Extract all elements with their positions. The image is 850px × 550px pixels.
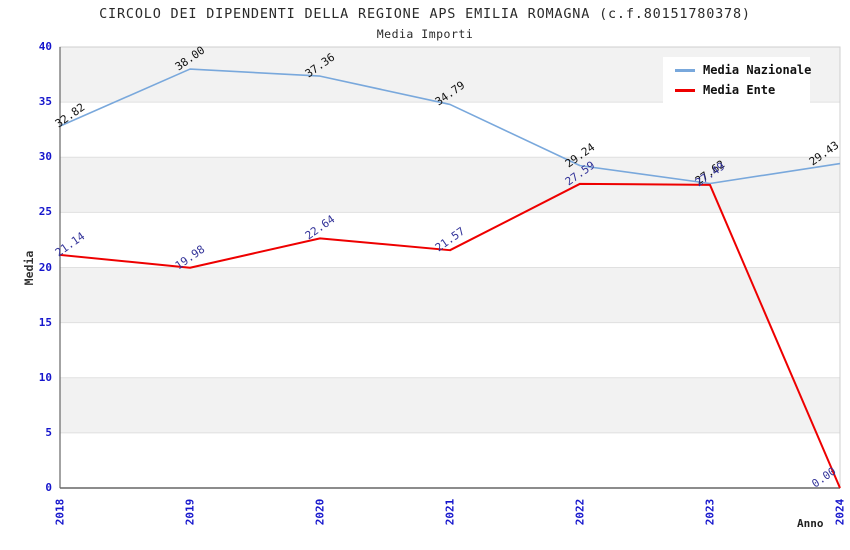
x-tick-label: 2023: [703, 498, 717, 526]
y-tick-label: 10: [38, 370, 52, 384]
chart-title: CIRCOLO DEI DIPENDENTI DELLA REGIONE APS…: [99, 6, 751, 22]
y-tick-label: 20: [38, 260, 52, 274]
y-tick-label: 25: [38, 205, 52, 219]
x-tick-label: 2019: [183, 498, 197, 526]
plot-band: [60, 432, 840, 488]
y-tick-label: 0: [45, 481, 52, 494]
legend-label: Media Ente: [703, 83, 776, 97]
plot-band: [60, 212, 840, 268]
series-line-media-nazionale: [59, 68, 841, 185]
x-tick-label: 2018: [53, 498, 67, 526]
y-tick-label: 40: [38, 40, 52, 53]
y-tick-label: 30: [38, 150, 52, 164]
plot-band: [60, 267, 840, 323]
series-line-media-ente: [59, 182, 841, 489]
legend-line-icon: [675, 88, 695, 92]
chart-subtitle: Media Importi: [376, 27, 474, 41]
plot-band: [60, 102, 840, 158]
x-tick-label: 2022: [573, 498, 587, 526]
x-tick-label: 2021: [443, 498, 457, 526]
plot-band: [60, 377, 840, 433]
x-tick-label: 2024: [833, 498, 847, 526]
legend: Media Nazionale Media Ente: [663, 57, 812, 103]
legend-line-icon: [675, 68, 695, 72]
y-tick-label: 15: [38, 315, 52, 329]
x-axis-title: Anno: [797, 517, 824, 530]
y-tick-label: 5: [45, 425, 52, 439]
legend-label: Media Nazionale: [703, 63, 812, 77]
x-tick-label: 2020: [313, 498, 327, 526]
plot-band: [60, 322, 840, 378]
y-axis-title: Media: [22, 250, 36, 286]
legend-item-media-nazionale: Media Nazionale: [663, 63, 812, 77]
y-tick-label: 35: [38, 95, 52, 109]
legend-item-media-ente: Media Ente: [663, 83, 810, 97]
